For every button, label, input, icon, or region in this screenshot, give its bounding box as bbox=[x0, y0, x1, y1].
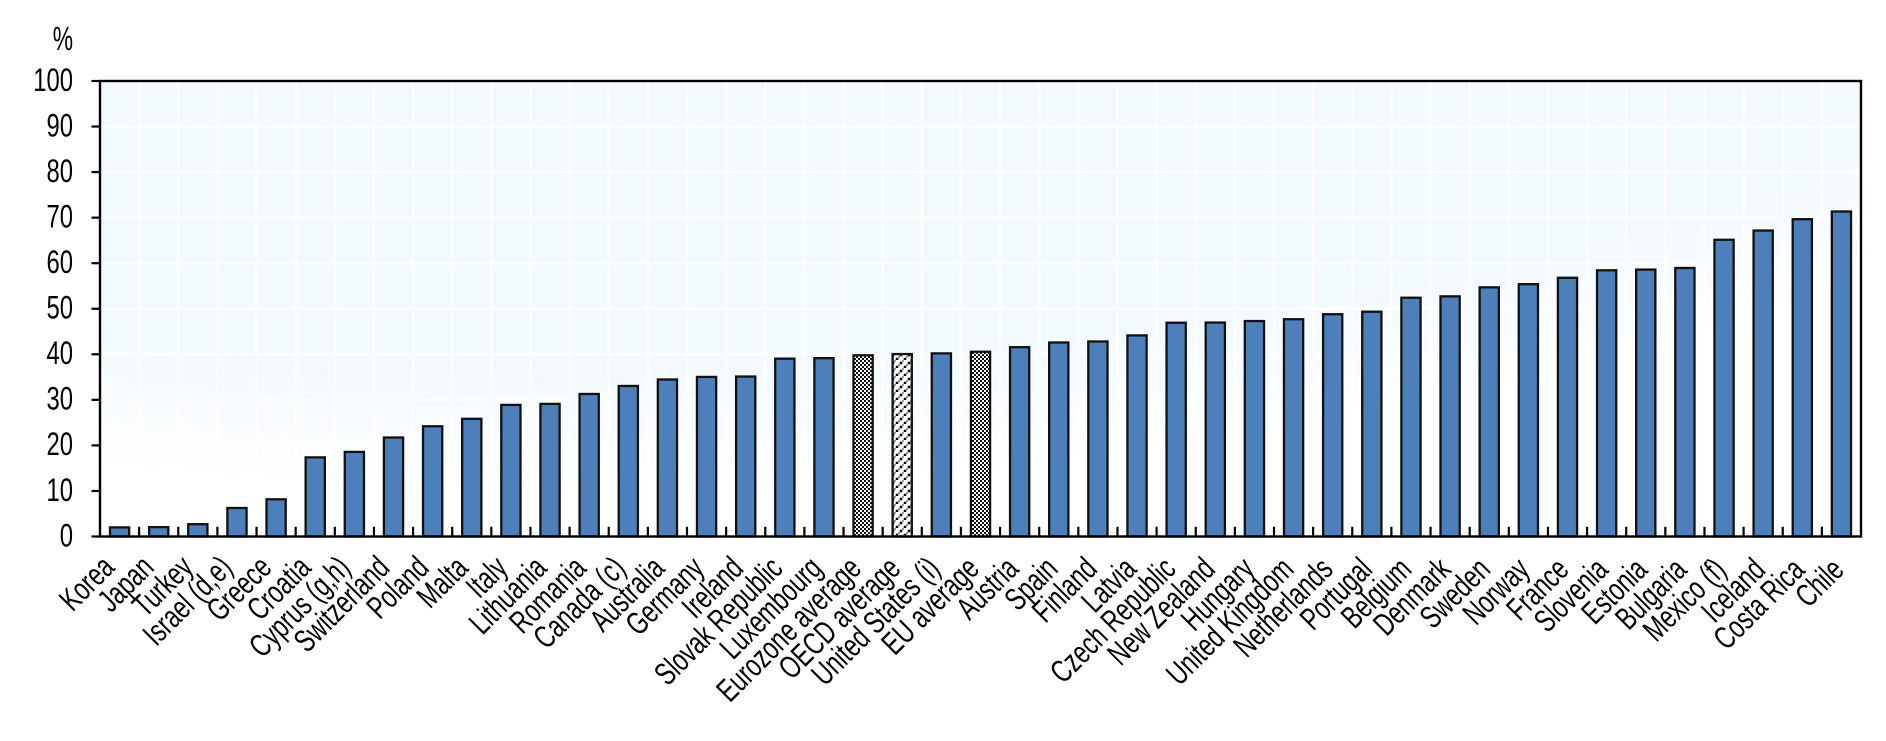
svg-text:0: 0 bbox=[60, 517, 73, 553]
svg-text:%: % bbox=[53, 21, 73, 58]
svg-text:80: 80 bbox=[47, 153, 74, 189]
svg-text:40: 40 bbox=[47, 335, 74, 371]
svg-text:90: 90 bbox=[47, 107, 74, 143]
svg-text:100: 100 bbox=[33, 62, 73, 98]
svg-text:Chile: Chile bbox=[1788, 551, 1851, 614]
svg-text:20: 20 bbox=[47, 426, 74, 462]
svg-text:70: 70 bbox=[47, 198, 74, 234]
svg-text:30: 30 bbox=[47, 381, 74, 417]
svg-text:10: 10 bbox=[47, 472, 74, 508]
svg-text:50: 50 bbox=[47, 290, 74, 326]
svg-text:60: 60 bbox=[47, 244, 74, 280]
